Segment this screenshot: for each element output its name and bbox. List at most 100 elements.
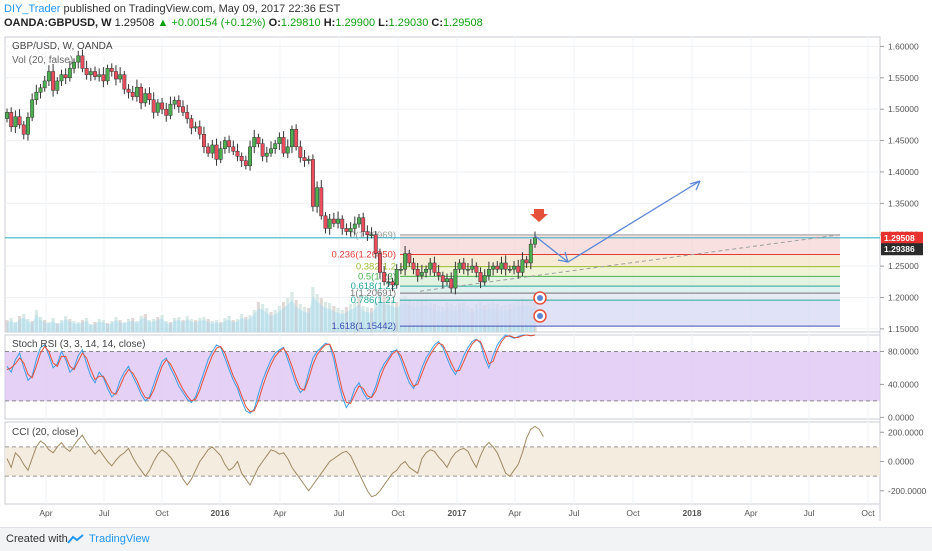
x-tick-label: Oct (626, 508, 640, 518)
volume-bar (118, 320, 122, 332)
author-link[interactable]: DIY_Trader (4, 3, 61, 15)
candle-body (105, 68, 110, 82)
candle-body (516, 265, 521, 273)
volume-bar (59, 320, 64, 332)
candle-body (344, 228, 349, 232)
volume-bar (198, 318, 202, 332)
candle-body (63, 74, 68, 79)
x-tick-label: Oct (155, 508, 169, 518)
candle-body (9, 112, 14, 128)
candle-body (348, 228, 353, 232)
candle-body (114, 71, 118, 80)
candle-body (134, 86, 139, 97)
candle-body (499, 262, 504, 270)
candle-body (512, 265, 516, 270)
candle-body (243, 160, 248, 166)
low-label: L: (378, 17, 389, 29)
close-label: C: (431, 17, 443, 29)
candle-body (222, 140, 227, 149)
projection-arrowhead-icon (689, 180, 701, 191)
candle-body (398, 268, 403, 271)
candle-body (269, 148, 273, 154)
candle-body (382, 272, 387, 283)
fib-level-label: 1(1.20691) (350, 288, 396, 299)
volume-bar (395, 302, 399, 332)
candle-body (13, 116, 18, 128)
main-y-tick-label: 1.45000 (888, 136, 919, 146)
event-marker-dot (537, 295, 543, 301)
candle-body (461, 262, 466, 270)
chart-canvas[interactable]: 1.60000 1.55000 1.50000 1.45000 1.40000 1.350… (0, 0, 932, 527)
volume-bar (378, 292, 382, 332)
candle-body (227, 140, 232, 148)
candle-body (181, 106, 185, 113)
x-tick-label: Jul (569, 508, 580, 518)
published-text: published on TradingView.com, May 09, 20… (63, 3, 341, 15)
volume-bar (365, 307, 369, 332)
candle-body (260, 143, 265, 157)
volume-bar (93, 322, 97, 332)
candle-body (164, 108, 169, 116)
volume-bar (328, 303, 332, 332)
candle-body (214, 144, 219, 160)
candle-body (407, 253, 412, 264)
tradingview-brand-link[interactable]: TradingView (89, 533, 150, 545)
candle-body (323, 215, 328, 229)
stoch-title: Stoch RSI (3, 3, 14, 14, close) (12, 339, 145, 350)
candle-body (160, 102, 164, 110)
candle-body (239, 156, 244, 161)
candle-body (84, 68, 89, 75)
volume-bar (185, 316, 189, 332)
candle-body (507, 268, 512, 271)
price-tag (881, 243, 923, 256)
x-tick-label: 2017 (448, 508, 467, 518)
candle-body (378, 253, 382, 273)
candle-body (122, 74, 127, 90)
fib-zone-band (400, 286, 840, 294)
down-arrow-marker-icon (530, 209, 548, 222)
volume-bar (80, 320, 85, 332)
high-value: 1.29900 (335, 17, 376, 29)
candle-body (440, 275, 445, 283)
main-y-tick-label: 1.55000 (888, 73, 919, 83)
candle-body (197, 126, 202, 135)
volume-bar (214, 320, 219, 332)
x-tick-label: Oct (861, 508, 875, 518)
candle-body (340, 218, 345, 229)
candle-body (495, 265, 500, 270)
volume-bar (210, 321, 214, 332)
candle-body (411, 262, 416, 270)
candle-body (235, 150, 240, 157)
candle-body (38, 87, 43, 93)
candle-body (290, 129, 294, 148)
volume-bar (277, 306, 281, 332)
candle-body (524, 259, 529, 264)
volume-bar (85, 318, 89, 332)
candle-body (474, 265, 479, 273)
x-tick-label: Apr (508, 508, 521, 518)
candle-body (294, 129, 299, 148)
publish-info: DIY_Trader published on TradingView.com,… (4, 3, 340, 15)
candle-body (256, 137, 261, 144)
x-tick-label: 2018 (683, 508, 702, 518)
fib-level-label: 0.5(1.23) (358, 271, 396, 282)
volume-bar (269, 312, 273, 332)
candle-body (315, 187, 320, 207)
volume-bar (122, 322, 126, 332)
cci-y-tick-label: 0.0000 (888, 457, 914, 467)
volume-bar (9, 318, 13, 332)
tradingview-logo-icon (67, 534, 84, 544)
volume-bar (189, 319, 193, 332)
volume-bar (231, 320, 235, 332)
candle-body (151, 99, 156, 113)
candle-body (76, 55, 81, 63)
x-tick-label: Jul (99, 508, 110, 518)
volume-bar (181, 320, 185, 332)
candle-body (533, 237, 537, 245)
candle-body (453, 268, 458, 289)
main-y-tick-label: 1.15000 (888, 324, 919, 334)
candle-body (72, 61, 76, 69)
candle-body (390, 281, 395, 286)
candle-body (331, 218, 336, 224)
volume-bar (353, 302, 357, 332)
